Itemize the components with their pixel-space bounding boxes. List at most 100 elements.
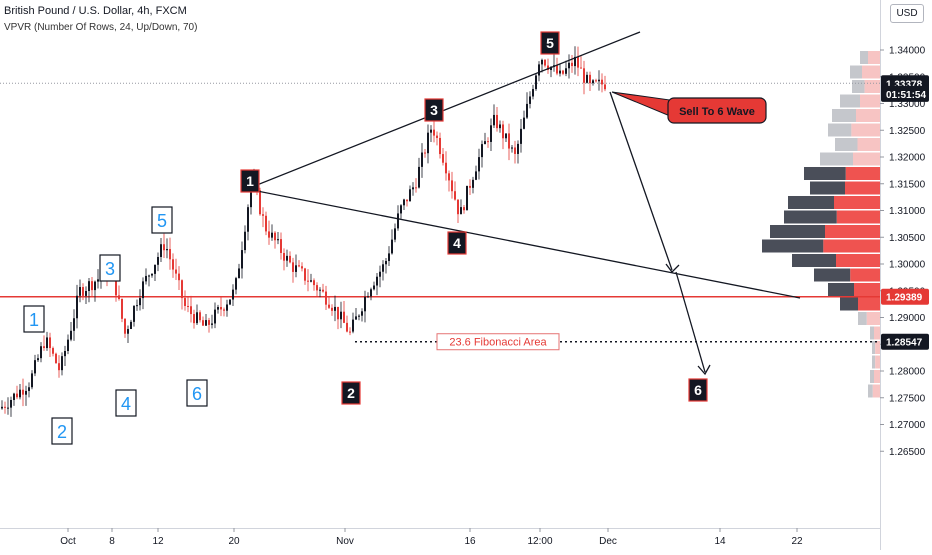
candle-body: [277, 239, 279, 241]
y-tick-label: 1.32000: [889, 153, 926, 164]
price-label: 1.29389: [881, 288, 929, 305]
vp-row-up: [840, 94, 860, 108]
candle-body: [436, 135, 438, 138]
wave-label-blue: 3: [99, 254, 121, 282]
candle-body: [322, 289, 324, 292]
candle-body: [478, 157, 480, 172]
y-tick-label: 1.32500: [889, 126, 926, 137]
candle-body: [361, 311, 363, 316]
candle-body: [289, 255, 291, 263]
vp-row-down: [823, 239, 880, 253]
candle-body: [223, 309, 225, 311]
wave-box: [540, 31, 560, 55]
wave-box: [186, 379, 208, 407]
candle-body: [505, 133, 507, 139]
candle-body: [298, 265, 300, 267]
y-tick-label: 1.31000: [889, 206, 926, 217]
vp-row-up: [770, 225, 825, 238]
plot-area[interactable]: [0, 0, 880, 528]
price-label-text: 1.33378: [886, 79, 923, 90]
candle-body: [274, 232, 276, 241]
candle-body: [352, 319, 354, 332]
candle-body: [118, 295, 120, 299]
currency-button[interactable]: USD: [890, 4, 924, 23]
candle-body: [415, 187, 417, 189]
candle-body: [532, 89, 534, 97]
candle-body: [496, 114, 498, 129]
candle-body: [97, 279, 99, 282]
candle-body: [424, 152, 426, 154]
candle-body: [559, 70, 561, 74]
y-tick-label: 1.28000: [889, 367, 926, 378]
candle-body: [367, 296, 369, 298]
wave-label-black: 5: [540, 31, 560, 55]
vp-row-up: [788, 196, 834, 209]
x-tick-label: 12: [152, 536, 164, 547]
volume-profile[interactable]: [762, 51, 880, 398]
candle-body: [10, 399, 12, 408]
candle-body: [325, 291, 327, 305]
wave-number: 2: [57, 422, 67, 442]
y-tick-label: 1.33000: [889, 99, 926, 110]
vp-row-up: [792, 254, 836, 267]
candle-body: [355, 316, 357, 320]
wave-number: 4: [121, 394, 131, 414]
price-label-bg: [881, 288, 929, 305]
candle-body: [37, 358, 39, 361]
candle-body: [28, 387, 30, 391]
candle-body: [487, 141, 489, 143]
candle-body: [313, 280, 315, 286]
wave-number: 3: [430, 102, 438, 118]
candle-body: [271, 232, 273, 238]
wave-number: 6: [192, 384, 202, 404]
candle-body: [307, 280, 309, 282]
candle-body: [340, 311, 342, 320]
candle-body: [181, 280, 183, 299]
candle-body: [241, 250, 243, 269]
candles: [1, 46, 606, 417]
candle-body: [4, 406, 6, 408]
candle-body: [19, 389, 21, 398]
wave-box: [341, 381, 361, 405]
wave-label-blue: 5: [151, 206, 173, 234]
candle-body: [232, 289, 234, 300]
candle-body: [586, 74, 588, 83]
vp-row-up: [872, 341, 876, 354]
vp-row-down: [875, 341, 880, 354]
candle-body: [400, 205, 402, 214]
candle-body: [580, 67, 582, 69]
wave-box: [240, 169, 260, 193]
candle-body: [460, 207, 462, 215]
candle-body: [166, 249, 168, 251]
vp-row-up: [850, 65, 862, 79]
vp-row-up: [828, 283, 854, 296]
candle-body: [196, 312, 198, 324]
candle-body: [589, 74, 591, 84]
candle-body: [259, 190, 261, 215]
candle-body: [190, 306, 192, 315]
candle-body: [115, 269, 117, 296]
candle-body: [601, 79, 603, 85]
indicator-legend[interactable]: VPVR (Number Of Rows, 24, Up/Down, 70): [4, 22, 198, 33]
candle-body: [211, 323, 213, 325]
candle-body: [541, 59, 543, 65]
x-tick-label: Nov: [336, 536, 354, 547]
candle-body: [130, 321, 132, 330]
candle-body: [385, 260, 387, 265]
candle-body: [49, 337, 51, 349]
x-tick-label: 20: [228, 536, 240, 547]
candle-body: [565, 68, 567, 74]
price-label-bg: [881, 333, 929, 350]
x-tick-label: 22: [791, 536, 803, 547]
candle-body: [235, 278, 237, 290]
candle-body: [409, 189, 411, 202]
candle-body: [40, 346, 42, 359]
wave-box: [447, 231, 467, 255]
callout-box: [667, 97, 767, 124]
candle-body: [7, 407, 9, 409]
candle-body: [577, 56, 579, 68]
price-label: 1.28547: [881, 333, 929, 350]
candle-body: [283, 252, 285, 261]
candle-body: [73, 318, 75, 331]
